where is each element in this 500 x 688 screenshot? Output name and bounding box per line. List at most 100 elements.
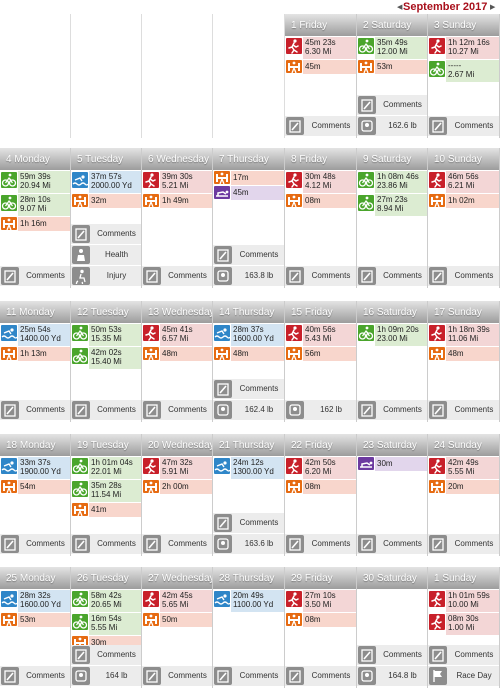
day-footer-notes[interactable]: Comments	[142, 666, 212, 686]
day-footer-notes[interactable]: Comments	[0, 266, 70, 286]
day-footer-notes[interactable]: Comments	[213, 245, 284, 265]
workout-entry[interactable]: 28m 37s 1600.00 Yd	[213, 324, 284, 346]
day-header[interactable]: 7 Thursday	[213, 148, 284, 170]
day-footer-notes[interactable]: Comments	[71, 400, 141, 420]
day-footer-notes[interactable]: Comments	[142, 266, 212, 286]
day-footer-notes[interactable]: Comments	[71, 645, 141, 665]
workout-entry[interactable]: 08m 30s 1.00 Mi	[428, 613, 499, 635]
workout-entry[interactable]: 20m	[428, 480, 499, 494]
day-header[interactable]: 24 Sunday	[428, 434, 499, 456]
workout-entry[interactable]: 47m 32s 5.91 Mi	[142, 457, 212, 479]
workout-entry[interactable]: 1h 01m 59s 10.00 Mi	[428, 590, 499, 612]
day-footer-scale[interactable]: 162.4 lb	[213, 400, 284, 420]
day-footer-scale[interactable]: 162.6 lb	[357, 116, 427, 136]
day-header[interactable]: 27 Wednesday	[142, 567, 212, 589]
day-header[interactable]: 28 Thursday	[213, 567, 284, 589]
day-header[interactable]: 13 Wednesday	[142, 301, 212, 323]
day-header[interactable]: 16 Saturday	[357, 301, 427, 323]
day-header[interactable]: 5 Tuesday	[71, 148, 141, 170]
workout-entry[interactable]: 28m 10s 9.07 Mi	[0, 194, 70, 216]
day-header[interactable]: 26 Tuesday	[71, 567, 141, 589]
day-header[interactable]: 2 Saturday	[357, 14, 427, 36]
workout-entry[interactable]: 50m 53s 15.35 Mi	[71, 324, 141, 346]
day-header[interactable]: 17 Sunday	[428, 301, 499, 323]
day-footer-notes[interactable]: Comments	[428, 266, 499, 286]
day-header[interactable]: 22 Friday	[285, 434, 356, 456]
day-header[interactable]: 23 Saturday	[357, 434, 427, 456]
day-footer-notes[interactable]: Comments	[428, 400, 499, 420]
workout-entry[interactable]: 1h 01m 04s 22.01 Mi	[71, 457, 141, 479]
day-footer-notes[interactable]: Comments	[71, 534, 141, 554]
day-header[interactable]: 11 Monday	[0, 301, 70, 323]
chevron-left-icon[interactable]: ◀	[397, 4, 403, 11]
day-footer-scale[interactable]: 164.8 lb	[357, 666, 427, 686]
day-footer-notes[interactable]: Comments	[357, 645, 427, 665]
day-footer-scale[interactable]: 163.6 lb	[213, 534, 284, 554]
day-footer-notes[interactable]: Comments	[428, 116, 499, 136]
workout-entry[interactable]: 17m	[213, 171, 284, 185]
workout-entry[interactable]: 08m	[285, 194, 356, 208]
workout-entry[interactable]: 24m 12s 1300.00 Yd	[213, 457, 284, 479]
workout-entry[interactable]: 1h 09m 20s 23.00 Mi	[357, 324, 427, 346]
day-header[interactable]: 18 Monday	[0, 434, 70, 456]
day-header[interactable]: 25 Monday	[0, 567, 70, 589]
workout-entry[interactable]: 1h 16m	[0, 217, 70, 231]
workout-entry[interactable]: 32m	[71, 194, 141, 208]
day-header[interactable]: 3 Sunday	[428, 14, 499, 36]
day-header[interactable]: 8 Friday	[285, 148, 356, 170]
workout-entry[interactable]: 53m	[357, 60, 427, 74]
workout-entry[interactable]: 30m 48s 4.12 Mi	[285, 171, 356, 193]
day-header[interactable]: 6 Wednesday	[142, 148, 212, 170]
day-footer-notes[interactable]: Comments	[71, 224, 141, 244]
day-header[interactable]: 1 Sunday	[428, 567, 499, 589]
day-footer-notes[interactable]: Comments	[285, 534, 356, 554]
workout-entry[interactable]: 35m 28s 11.54 Mi	[71, 480, 141, 502]
day-footer-notes[interactable]: Comments	[213, 379, 284, 399]
workout-entry[interactable]: 30m	[357, 457, 427, 471]
workout-entry[interactable]: 16m 54s 5.55 Mi	[71, 613, 141, 635]
workout-entry[interactable]: 58m 42s 20.65 Mi	[71, 590, 141, 612]
day-header[interactable]: 1 Friday	[285, 14, 356, 36]
day-footer-notes[interactable]: Comments	[285, 266, 356, 286]
workout-entry[interactable]: 39m 30s 5.21 Mi	[142, 171, 212, 193]
day-header[interactable]: 19 Tuesday	[71, 434, 141, 456]
day-header[interactable]: 12 Tuesday	[71, 301, 141, 323]
day-header[interactable]: 10 Sunday	[428, 148, 499, 170]
workout-entry[interactable]: 42m 45s 5.65 Mi	[142, 590, 212, 612]
day-footer-notes[interactable]: Comments	[0, 400, 70, 420]
workout-entry[interactable]: 45m	[213, 186, 284, 200]
day-header[interactable]: 20 Wednesday	[142, 434, 212, 456]
day-footer-scale[interactable]: 164 lb	[71, 666, 141, 686]
workout-entry[interactable]: 48m	[142, 347, 212, 361]
workout-entry[interactable]: 20m 49s 1100.00 Yd	[213, 590, 284, 612]
day-footer-notes[interactable]: Comments	[285, 666, 356, 686]
day-footer-notes[interactable]: Comments	[357, 400, 427, 420]
day-header[interactable]: 4 Monday	[0, 148, 70, 170]
workout-entry[interactable]: 37m 57s 2000.00 Yd	[71, 171, 141, 193]
day-header[interactable]: 29 Friday	[285, 567, 356, 589]
day-footer-notes[interactable]: Comments	[357, 534, 427, 554]
workout-entry[interactable]: 48m	[213, 347, 284, 361]
day-footer-scale[interactable]: 162 lb	[285, 400, 356, 420]
workout-entry[interactable]: 54m	[0, 480, 70, 494]
day-footer-notes[interactable]: Comments	[285, 116, 356, 136]
workout-entry[interactable]: 45m 23s 6.30 Mi	[285, 37, 356, 59]
day-footer-notes[interactable]: Comments	[213, 513, 284, 533]
workout-entry[interactable]: 08m	[285, 613, 356, 627]
day-footer-notes[interactable]: Comments	[142, 534, 212, 554]
workout-entry[interactable]: 48m	[428, 347, 499, 361]
workout-entry[interactable]: 27m 23s 8.94 Mi	[357, 194, 427, 216]
workout-entry[interactable]: 45m	[285, 60, 356, 74]
workout-entry[interactable]: 41m	[71, 503, 141, 517]
day-footer-notes[interactable]: Comments	[357, 95, 427, 115]
workout-entry[interactable]: 42m 02s 15.40 Mi	[71, 347, 141, 369]
day-header[interactable]: 9 Saturday	[357, 148, 427, 170]
day-header[interactable]: 14 Thursday	[213, 301, 284, 323]
workout-entry[interactable]: 59m 39s 20.94 Mi	[0, 171, 70, 193]
workout-entry[interactable]: 35m 49s 12.00 Mi	[357, 37, 427, 59]
workout-entry[interactable]: 25m 54s 1400.00 Yd	[0, 324, 70, 346]
chevron-right-icon[interactable]: ▶	[490, 4, 496, 11]
day-header[interactable]: 15 Friday	[285, 301, 356, 323]
day-header[interactable]: 30 Saturday	[357, 567, 427, 589]
day-footer-notes[interactable]: Comments	[428, 645, 499, 665]
